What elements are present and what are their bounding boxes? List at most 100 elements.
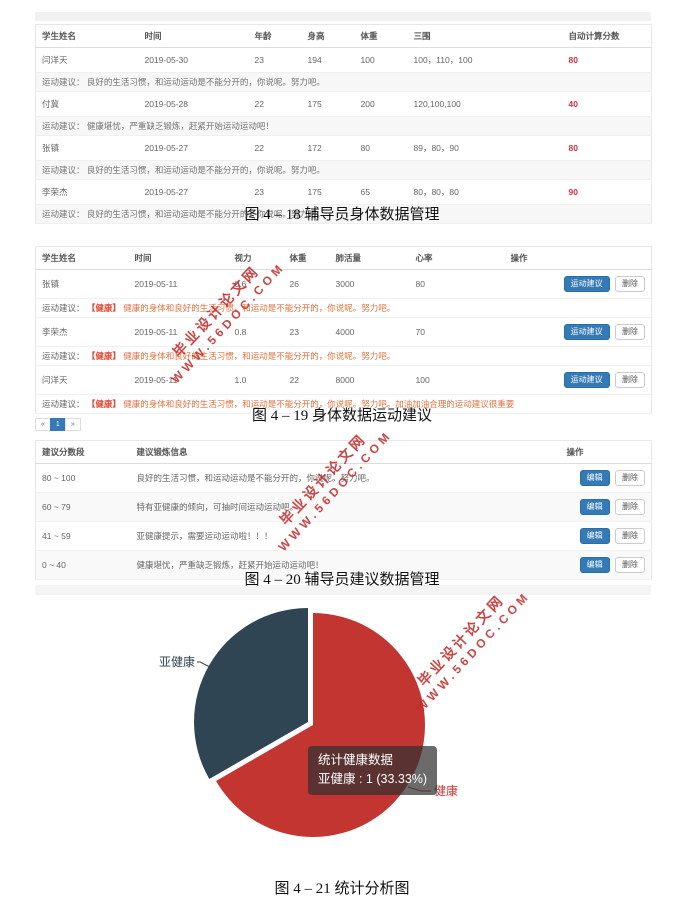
delete-button[interactable]: 删除 (615, 557, 645, 573)
cell-actions: 运动建议 删除 (504, 269, 652, 299)
delete-button[interactable]: 删除 (615, 470, 645, 486)
delete-button[interactable]: 删除 (615, 499, 645, 515)
cell-vision: 0.6 (228, 269, 284, 299)
cell-lung: 3000 (329, 269, 410, 299)
figure-caption-20: 图 4 – 20 辅导员建议数据管理 (244, 572, 440, 588)
advice-health-tag: 【健康】 (86, 303, 121, 313)
pie-label-subhealthy: 亚健康 (159, 654, 195, 669)
exercise-advise-button[interactable]: 运动建议 (563, 372, 610, 388)
pagination: «1» (35, 418, 651, 431)
panel-bottom-bar (35, 585, 651, 595)
cell-info: 特有亚健康的倾向，可抽时间运动运动吧。 (130, 492, 561, 522)
cell-measurements: 120,100,100 (407, 91, 563, 117)
cell-score: 80 (562, 135, 652, 161)
advice-range-panel: 建议分数段 建议锻炼信息 操作 80 ~ 100 良好的生活习惯，和运动运动是不… (35, 440, 652, 595)
figure-caption-18: 图 4 – 18 辅导员身体数据管理 (244, 207, 440, 223)
edit-button[interactable]: 编辑 (579, 470, 610, 486)
table-row: 李荣杰 2019-05-11 0.8 23 4000 70 运动建议 删除 (35, 317, 652, 347)
cell-info: 健康堪忧，严重缺乏锻炼，赶紧开始运动运动吧！ (130, 550, 561, 580)
advice-content: 健康的身体和良好的生活习惯，和运动是不能分开的，你说呢。努力吧。加油加油合理的运… (123, 399, 515, 409)
body-data-table: 学生姓名 时间 年龄 身高 体重 三围 自动计算分数 闫洋天 2019-05-3… (35, 24, 652, 224)
col-student-name: 学生姓名 (35, 24, 139, 48)
cell-weight: 23 (283, 317, 330, 347)
cell-actions: 编辑 删除 (560, 550, 652, 580)
edit-button[interactable]: 编辑 (579, 557, 610, 573)
col-lung-capacity: 肺活量 (329, 246, 410, 270)
table-row: 闫洋天 2019-05-30 23 194 100 100，110，100 80 (35, 47, 652, 73)
col-time: 时间 (128, 246, 229, 270)
advice-text: 运动建议： 良好的生活习惯，和运动运动是不能分开的，你说呢。努力吧。 (35, 72, 652, 92)
advice-text: 运动建议： 良好的生活习惯，和运动运动是不能分开的，你说呢。努力吧。 (35, 160, 652, 180)
cell-score: 90 (562, 179, 652, 205)
cell-info: 亚健康提示，需要运动运动啦！！！ (130, 521, 561, 551)
cell-name: 闫洋天 (35, 365, 129, 395)
edit-button[interactable]: 编辑 (579, 528, 610, 544)
cell-weight: 200 (354, 91, 408, 117)
edit-button[interactable]: 编辑 (579, 499, 610, 515)
advice-health-tag: 【健康】 (86, 351, 121, 361)
table-row: 李荣杰 2019-05-27 23 175 65 80，80，80 90 (35, 179, 652, 205)
advice-range-table: 建议分数段 建议锻炼信息 操作 80 ~ 100 良好的生活习惯，和运动运动是不… (35, 440, 652, 580)
cell-actions: 编辑 删除 (560, 463, 652, 493)
col-score: 自动计算分数 (562, 24, 652, 48)
cell-name: 闫洋天 (35, 47, 139, 73)
cell-weight: 22 (283, 365, 330, 395)
pie-slice-subhealthy[interactable] (194, 608, 308, 779)
advice-label: 运动建议： (42, 351, 85, 361)
advice-row: 运动建议： 健康堪忧，严重缺乏锻炼，赶紧开始运动运动吧！ (35, 116, 652, 136)
advice-row: 运动建议： 良好的生活习惯，和运动运动是不能分开的，你说呢。努力吧。 (35, 160, 652, 180)
cell-weight: 65 (354, 179, 408, 205)
advice-row: 运动建议： 良好的生活习惯，和运动运动是不能分开的，你说呢。努力吧。 (35, 204, 652, 224)
advice-row: 运动建议： 【健康】 健康的身体和良好的生活习惯，和运动是不能分开的，你说呢。努… (35, 346, 652, 366)
cell-lung: 4000 (329, 317, 410, 347)
cell-range: 0 ~ 40 (35, 550, 131, 580)
cell-range: 60 ~ 79 (35, 492, 131, 522)
col-vision: 视力 (228, 246, 284, 270)
delete-button[interactable]: 删除 (615, 528, 645, 544)
advice-row: 运动建议： 【健康】 健康的身体和良好的生活习惯，和运动是不能分开的，你说呢。努… (35, 394, 652, 414)
advice-label: 运动建议： (42, 399, 85, 409)
cell-heart: 100 (409, 365, 505, 395)
cell-time: 2019-05-30 (138, 47, 249, 73)
cell-measurements: 89，80，90 (407, 135, 563, 161)
advice-row: 运动建议： 【健康】 健康的身体和良好的生活习惯，和运动是不能分开的，你说呢。努… (35, 298, 652, 318)
tooltip-value: 亚健康 : 1 (33.33%) (318, 772, 428, 787)
table-row: 闫洋天 2019-05-11 1.0 22 8000 100 运动建议 删除 (35, 365, 652, 395)
col-weight: 体重 (354, 24, 408, 48)
pagination-next[interactable]: » (64, 418, 81, 431)
cell-height: 175 (301, 179, 355, 205)
cell-measurements: 80，80，80 (407, 179, 563, 205)
cell-time: 2019-05-27 (138, 179, 249, 205)
delete-button[interactable]: 删除 (615, 324, 645, 340)
advice-text: 运动建议： 【健康】 健康的身体和良好的生活习惯，和运动是不能分开的，你说呢。努… (35, 394, 652, 414)
exercise-advise-button[interactable]: 运动建议 (563, 276, 610, 292)
col-time: 时间 (138, 24, 249, 48)
advice-text: 运动建议： 良好的生活习惯，和运动运动是不能分开的，你说呢。努力吧。 (35, 204, 652, 224)
advice-text: 运动建议： 【健康】 健康的身体和良好的生活习惯，和运动是不能分开的，你说呢。努… (35, 346, 652, 366)
table-row: 张镇 2019-05-11 0.6 26 3000 80 运动建议 删除 (35, 269, 652, 299)
cell-heart: 80 (409, 269, 505, 299)
cell-time: 2019-05-11 (128, 269, 229, 299)
cell-actions: 运动建议 删除 (504, 365, 652, 395)
table-row: 付冀 2019-05-28 22 175 200 120,100,100 40 (35, 91, 652, 117)
cell-time: 2019-05-11 (128, 317, 229, 347)
col-heart-rate: 心率 (409, 246, 505, 270)
pie-svg: 亚健康 健康 (159, 608, 458, 837)
col-score-range: 建议分数段 (35, 440, 131, 464)
cell-time: 2019-05-28 (138, 91, 249, 117)
delete-button[interactable]: 删除 (615, 276, 645, 292)
cell-score: 80 (562, 47, 652, 73)
cell-actions: 编辑 删除 (560, 521, 652, 551)
cell-actions: 编辑 删除 (560, 492, 652, 522)
cell-heart: 70 (409, 317, 505, 347)
exercise-advice-table: 学生姓名 时间 视力 体重 肺活量 心率 操作 张镇 2019-05-11 0.… (35, 246, 652, 414)
tooltip-series-name: 统计健康数据 (318, 753, 394, 767)
exercise-advise-button[interactable]: 运动建议 (563, 324, 610, 340)
advice-content: 健康的身体和良好的生活习惯，和运动是不能分开的，你说呢。努力吧。 (123, 351, 396, 361)
cell-weight: 100 (354, 47, 408, 73)
col-action: 操作 (504, 246, 652, 270)
exercise-advice-panel: 学生姓名 时间 视力 体重 肺活量 心率 操作 张镇 2019-05-11 0.… (35, 246, 652, 431)
table-header-row: 学生姓名 时间 视力 体重 肺活量 心率 操作 (35, 246, 652, 270)
delete-button[interactable]: 删除 (615, 372, 645, 388)
